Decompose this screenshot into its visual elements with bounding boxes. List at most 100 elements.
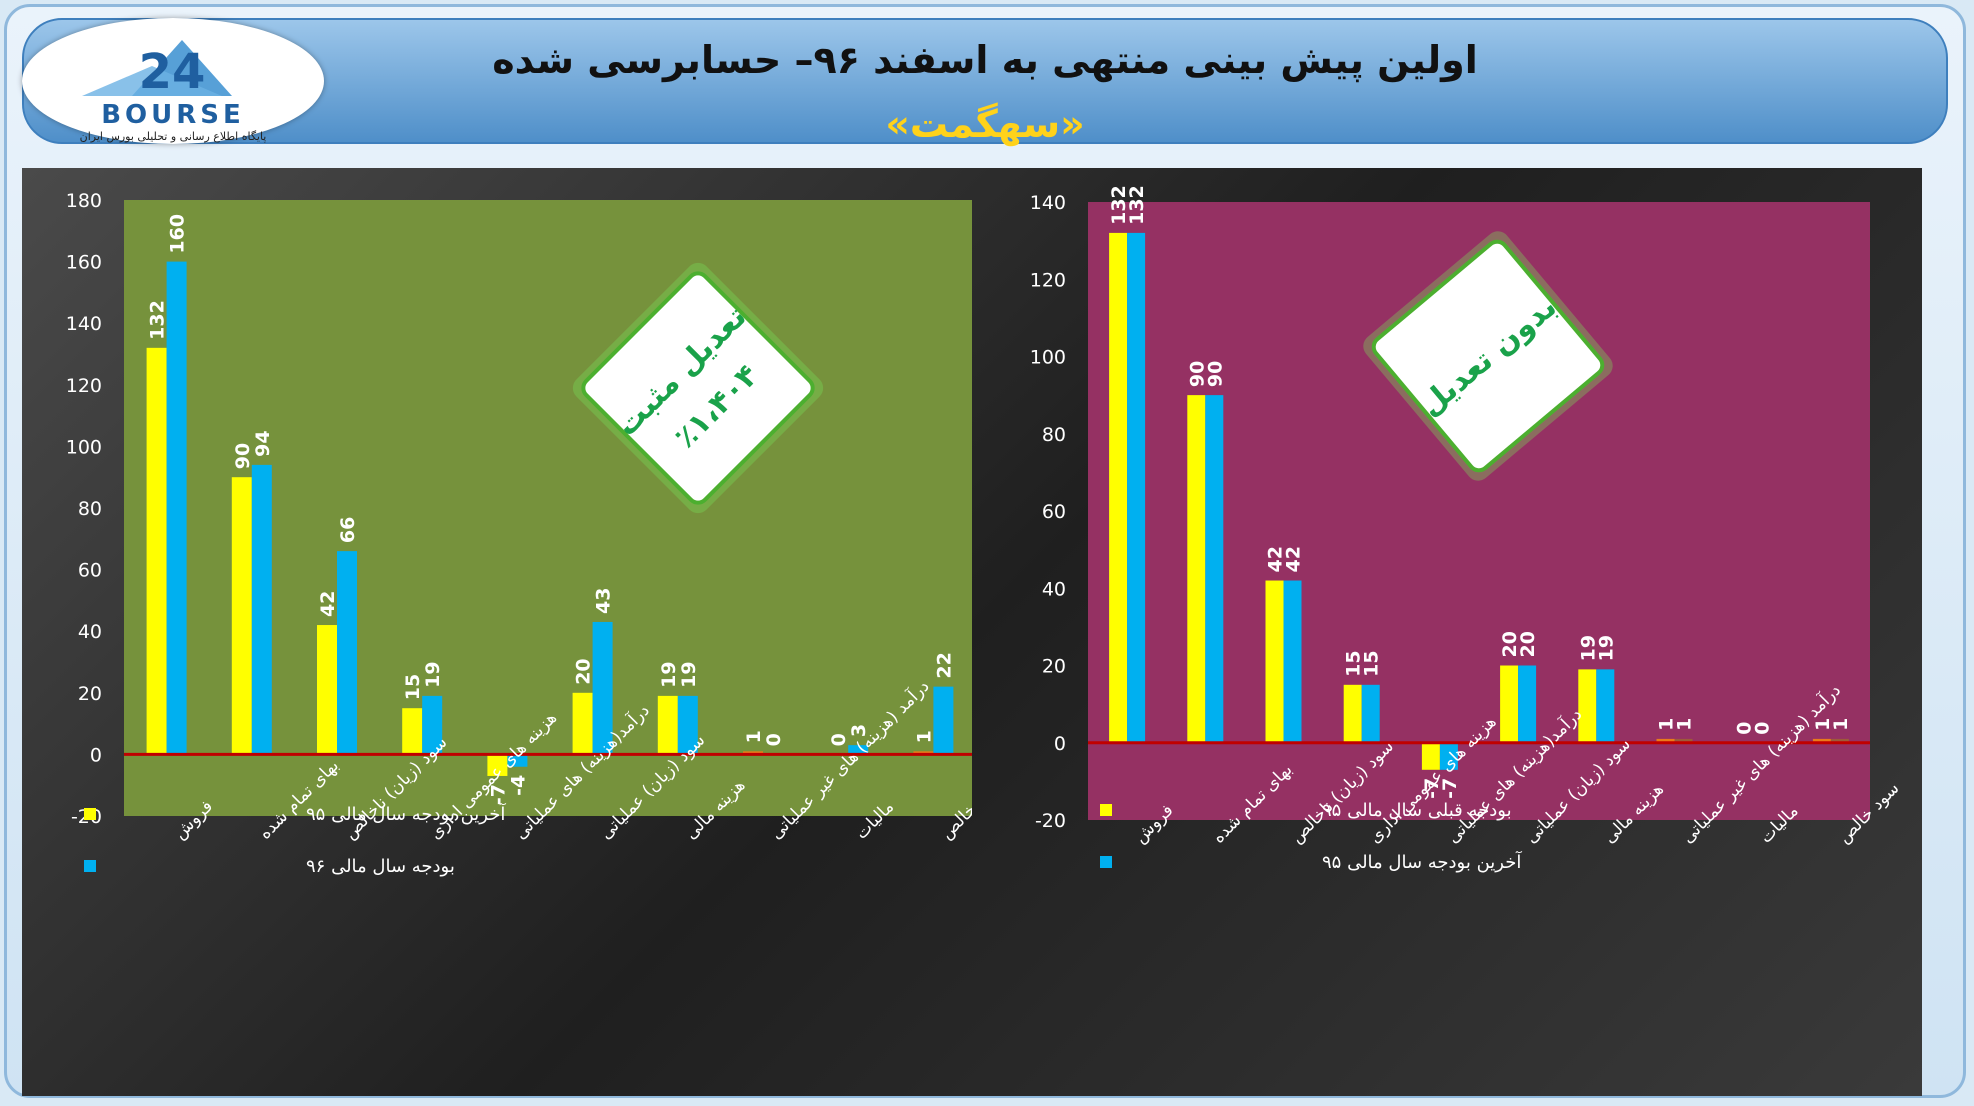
bar [743,751,763,755]
data-label: 66 [337,517,359,543]
y-tick-label: 120 [66,375,102,397]
data-label: 1 [1812,718,1834,731]
y-tick-label: 120 [1030,269,1066,291]
data-label: 3 [848,724,870,737]
data-label: 132 [1126,185,1148,225]
bar [848,745,869,755]
bar [1578,669,1597,743]
bar [1127,232,1146,743]
data-label: -7 [1439,778,1461,799]
bar [146,347,167,755]
bar [487,754,508,776]
legend-swatch [84,808,96,820]
data-label: 1 [743,730,765,743]
legend-label: بودجه سال مالی ۹۶ [306,856,455,877]
data-label: 19 [1595,635,1617,661]
data-label: 94 [252,430,274,456]
y-tick-label: 160 [66,252,102,274]
chart-left: -20020406080100120140160180132904215-720… [66,190,972,877]
bar [1265,580,1284,743]
bar [317,625,337,755]
bar [231,477,252,755]
logo-subtitle: پایگاه اطلاع رسانی و تحلیلی بورس ایران [79,130,267,143]
bar [1596,669,1615,743]
page-subtitle: «سهگمت» [885,102,1085,146]
page-title: اولین پیش بینی منتهی به اسفند ۹۶– حسابرس… [492,38,1478,82]
data-label: 42 [1283,546,1305,572]
legend-swatch [84,860,96,872]
bar [402,708,423,755]
data-label: 19 [422,661,444,687]
data-label: 132 [147,300,169,340]
badge-box [581,271,815,505]
bar [933,686,954,755]
legend-label: بودجه قبلی سال مالی ۹۵ [1322,800,1512,821]
bar [1187,395,1206,743]
legend-label: آخرین بودجه سال مالی ۹۵ [306,802,506,825]
bar [572,692,593,755]
data-label: 20 [1499,631,1521,657]
y-tick-label: 180 [66,190,102,212]
badge: تعدیل مثبت٪۱،۴۰۴ [572,262,824,514]
bar [1500,665,1519,743]
y-tick-label: 20 [78,683,102,705]
bar [507,754,528,767]
data-label: 20 [573,658,595,684]
header-banner: اولین پیش بینی منتهی به اسفند ۹۶– حسابرس… [22,18,1948,146]
bar [422,695,443,755]
y-tick-label: 140 [66,313,102,335]
y-tick-label: 40 [1042,578,1066,600]
data-label: 1 [1656,718,1678,731]
data-label: 20 [1517,631,1539,657]
data-label: 132 [1108,185,1130,225]
bar [1674,738,1693,743]
data-label: 22 [933,652,955,678]
y-tick-label: 60 [1042,501,1066,523]
bar [1109,232,1128,743]
data-label: 19 [658,661,680,687]
data-label: 0 [1752,722,1774,735]
data-label: 42 [317,591,339,617]
logo-text: BOURSE [101,100,245,130]
data-label: 0 [828,733,850,746]
data-label: 15 [1343,650,1365,676]
y-tick-label: 80 [1042,424,1066,446]
logo: 24 BOURSE پایگاه اطلاع رسانی و تحلیلی بو… [22,18,324,144]
bar [1439,742,1458,770]
data-label: 90 [1204,361,1226,387]
data-label: 19 [678,661,700,687]
bar [1205,395,1224,743]
charts-panel: -20020406080100120140160180132904215-720… [22,168,1922,1096]
data-label: 1 [1830,718,1852,731]
legend-label: آخرین بودجه سال مالی ۹۵ [1322,850,1522,873]
y-tick-label: 60 [78,560,102,582]
data-label: 160 [167,214,189,254]
data-label: 0 [763,733,785,746]
data-label: 90 [1186,361,1208,387]
data-label: 42 [1265,546,1287,572]
y-tick-label: 20 [1042,656,1066,678]
data-label: 19 [1577,635,1599,661]
bar [1656,738,1675,743]
badge: بدون تعدیل [1363,231,1613,481]
bar [913,751,934,755]
data-label: 90 [232,443,254,469]
badge-box [1371,239,1605,473]
bar [657,695,678,755]
data-label: 15 [1361,650,1383,676]
bar [251,464,272,755]
data-label: -4 [507,775,529,796]
data-label: 0 [1734,722,1756,735]
y-tick-label: 0 [90,744,102,766]
data-label: 1 [913,730,935,743]
bar [592,621,613,755]
data-label: 1 [1674,718,1696,731]
bar [166,261,187,755]
y-tick-label: 140 [1030,192,1066,214]
bar [1361,684,1380,743]
data-label: -7 [1421,778,1443,799]
bar [677,695,698,755]
bar [337,551,357,755]
logo-number: 24 [139,44,206,100]
